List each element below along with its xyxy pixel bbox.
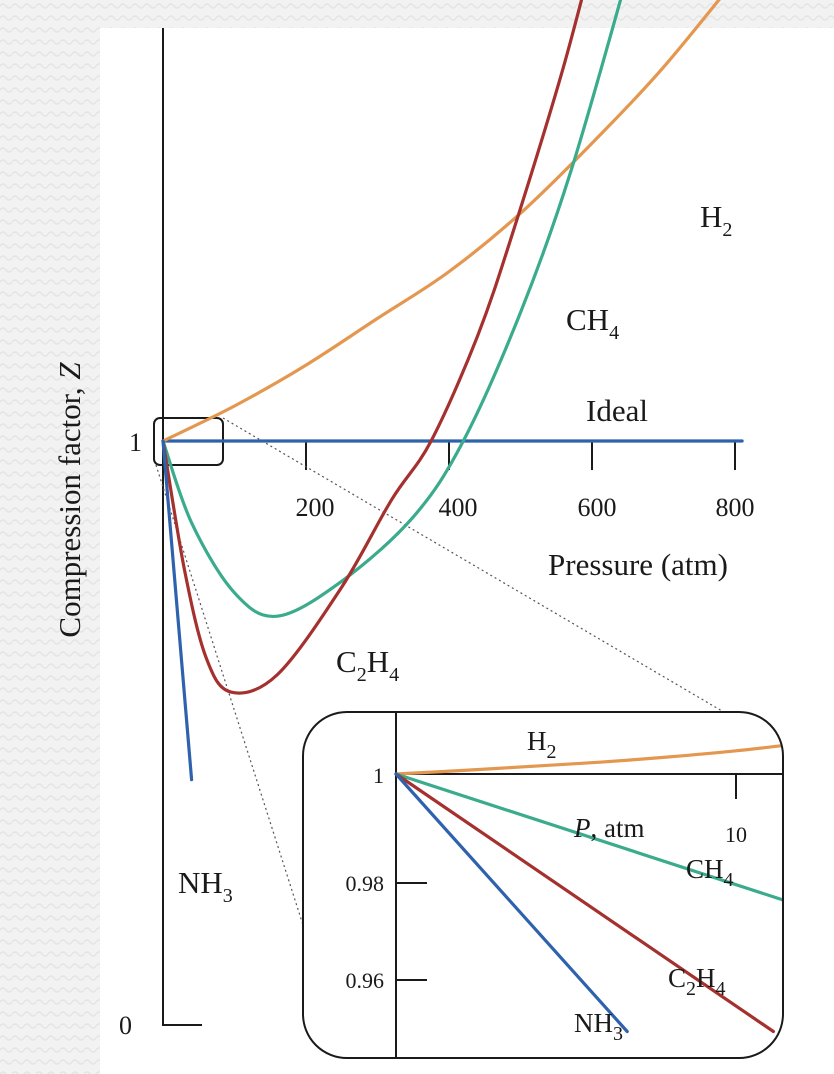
inset-line-nh3 <box>394 772 629 1034</box>
x-tick-label-200: 200 <box>296 493 335 522</box>
inset-x-axis-label: P, atm <box>573 813 645 843</box>
inset-series <box>394 741 783 1034</box>
y-tick-label-0: 0 <box>119 1011 132 1040</box>
inset-label-h2: H2 <box>527 726 557 763</box>
y-axis-label-text: Compression factor, <box>52 380 87 638</box>
x-tick-label-600: 600 <box>578 493 617 522</box>
inset-label-c2h4: C2H4 <box>668 963 726 1000</box>
label-c2h4: C2H4 <box>336 644 399 686</box>
inset-line-c2h4 <box>394 772 775 1034</box>
inset-background <box>303 712 783 1058</box>
inset-y-tick-label-098: 0.98 <box>346 871 385 896</box>
y-axis-label: Compression factor, Z <box>52 362 87 638</box>
main-line-c2h4 <box>161 0 584 695</box>
inset-chart: 1 0.98 0.96 10 P, atm H2 CH4 C2H4 NH3 <box>302 711 784 1059</box>
main-line-h2 <box>161 0 721 443</box>
x-tick-label-400: 400 <box>439 493 478 522</box>
inset-border <box>302 711 784 1059</box>
x-axis-label: Pressure (atm) <box>548 547 728 582</box>
inset-line-h2 <box>394 741 783 776</box>
main-line-nh3 <box>161 439 194 782</box>
y-axis-label-var: Z <box>52 362 87 380</box>
label-nh3: NH3 <box>178 865 233 907</box>
y-tick-label-1: 1 <box>129 428 142 457</box>
x-tick-label-800: 800 <box>716 493 755 522</box>
inset-x-tick-label-10: 10 <box>725 822 747 847</box>
main-line-ch4 <box>161 0 623 618</box>
background-texture-left <box>0 0 100 1074</box>
inset-line-ch4 <box>394 772 783 925</box>
zoom-connector-top <box>222 417 723 712</box>
label-h2: H2 <box>700 199 732 241</box>
inset-label-ch4: CH4 <box>686 854 734 891</box>
label-ch4: CH4 <box>566 302 619 344</box>
inset-label-nh3: NH3 <box>574 1008 623 1045</box>
main-series <box>161 0 744 782</box>
label-ideal: Ideal <box>586 393 648 428</box>
background-texture-top <box>0 0 834 28</box>
inset-y-tick-label-096: 0.96 <box>346 968 385 993</box>
inset-y-tick-label-1: 1 <box>373 763 384 788</box>
